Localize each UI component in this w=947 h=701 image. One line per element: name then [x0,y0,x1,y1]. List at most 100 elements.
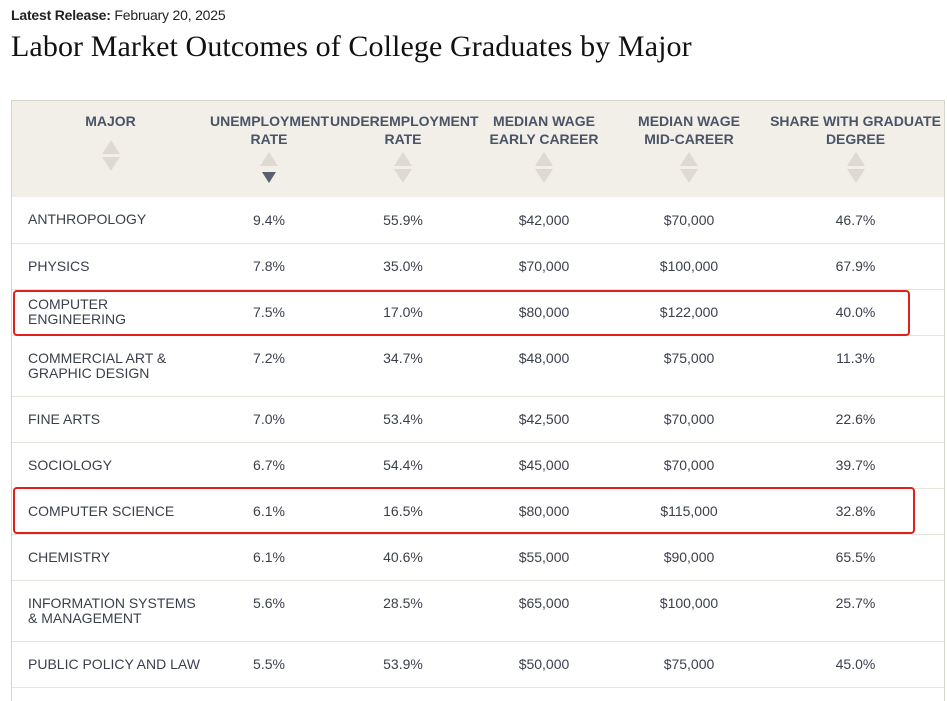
cell-wage-early: $55,000 [477,534,611,581]
column-header-label: UNEMPLOYMENT [210,113,329,129]
cell-underemployment: 16.5% [329,488,477,535]
cell-wage-early: $45,000 [477,442,611,489]
cell-wage-mid: $70,000 [611,197,767,244]
cell-underemployment: 40.6% [329,534,477,581]
cell-grad-share: 32.8% [767,488,944,535]
table-row: ANTHROPOLOGY 9.4% 55.9% $42,000 $70,000 … [12,197,944,244]
column-header-label: MEDIAN WAGE [493,113,595,129]
column-header-major[interactable]: MAJOR [12,101,209,197]
column-header-label: MAJOR [85,113,136,129]
cell-wage-mid: $100,000 [611,580,767,642]
cell-wage-early: $42,500 [477,396,611,443]
sort-control[interactable] [330,152,476,183]
column-header-graduate-degree-share[interactable]: SHARE WITH GRADUATE DEGREE [767,101,944,197]
sort-descending-active-icon[interactable] [262,172,276,183]
sort-ascending-icon[interactable] [394,152,412,166]
sort-control[interactable] [478,152,610,183]
cell-unemployment: 6.1% [209,488,329,535]
sort-ascending-icon[interactable] [846,152,865,166]
cell-wage-mid: $70,000 [611,396,767,443]
column-header-label: DEGREE [825,131,886,147]
cell-unemployment: 9.4% [209,197,329,244]
cell-major: COMMERCIAL ART & GRAPHIC DESIGN [12,335,209,397]
cell-major: PHYSICS [12,243,209,290]
column-header-median-wage-mid[interactable]: MEDIAN WAGE MID-CAREER [611,101,767,197]
cell-wage-mid: $70,000 [611,442,767,489]
cell-unemployment: 5.5% [209,641,329,688]
column-header-label: MID-CAREER [644,131,734,147]
column-header-label: SHARE WITH GRADUATE [770,113,941,129]
cell-wage-mid: $90,000 [611,534,767,581]
column-header-label: EARLY CAREER [489,131,599,147]
release-date: February 20, 2025 [114,7,226,23]
table-row: PHYSICS 7.8% 35.0% $70,000 $100,000 67.9… [12,243,944,290]
cell-unemployment: 7.8% [209,243,329,290]
cell-unemployment: 5.6% [209,580,329,642]
release-label: Latest Release: [11,7,111,23]
cell-wage-early: $80,000 [477,289,611,336]
cell-unemployment: 6.1% [209,534,329,581]
table-row: CHEMISTRY 6.1% 40.6% $55,000 $90,000 65.… [12,534,944,581]
table-row: INFORMATION SYSTEMS & MANAGEMENT 5.6% 28… [12,580,944,642]
sort-descending-icon[interactable] [680,169,698,183]
outcomes-table: MAJOR UNEMPLOYMENT RATE UNDEREMPLOYMEN [12,101,944,688]
cell-grad-share: 45.0% [767,641,944,688]
cell-wage-early: $65,000 [477,580,611,642]
cell-underemployment: 54.4% [329,442,477,489]
cell-major: INFORMATION SYSTEMS & MANAGEMENT [12,580,209,642]
sort-ascending-icon[interactable] [260,152,278,166]
cell-underemployment: 34.7% [329,335,477,397]
cell-unemployment: 6.7% [209,442,329,489]
sort-descending-icon[interactable] [846,169,865,183]
sort-control[interactable] [612,152,766,183]
cell-underemployment: 53.9% [329,641,477,688]
cell-underemployment: 28.5% [329,580,477,642]
sort-descending-icon[interactable] [535,169,553,183]
cell-grad-share: 67.9% [767,243,944,290]
latest-release: Latest Release: February 20, 2025 [11,7,226,23]
cell-underemployment: 53.4% [329,396,477,443]
cell-wage-early: $70,000 [477,243,611,290]
cell-underemployment: 55.9% [329,197,477,244]
cell-wage-mid: $75,000 [611,641,767,688]
page-title: Labor Market Outcomes of College Graduat… [11,30,692,63]
cell-major: SOCIOLOGY [12,442,209,489]
cell-wage-early: $50,000 [477,641,611,688]
cell-underemployment: 35.0% [329,243,477,290]
sort-ascending-icon[interactable] [101,140,120,154]
sort-control[interactable] [210,152,328,183]
cell-grad-share: 22.6% [767,396,944,443]
cell-wage-mid: $75,000 [611,335,767,397]
sort-descending-icon[interactable] [394,169,412,183]
column-header-underemployment-rate[interactable]: UNDEREMPLOYMENT RATE [329,101,479,197]
sort-control[interactable] [768,152,943,183]
cell-wage-early: $80,000 [477,488,611,535]
sort-ascending-icon[interactable] [680,152,698,166]
cell-grad-share: 46.7% [767,197,944,244]
cell-grad-share: 40.0% [767,289,944,336]
cell-wage-mid: $100,000 [611,243,767,290]
table-row: FINE ARTS 7.0% 53.4% $42,500 $70,000 22.… [12,396,944,443]
cell-wage-early: $48,000 [477,335,611,397]
cell-major: CHEMISTRY [12,534,209,581]
cell-unemployment: 7.2% [209,335,329,397]
cell-grad-share: 11.3% [767,335,944,397]
cell-major: ANTHROPOLOGY [12,197,209,244]
cell-major: COMPUTER SCIENCE [12,488,209,535]
cell-grad-share: 65.5% [767,534,944,581]
column-header-label: RATE [384,131,422,147]
cell-major: FINE ARTS [12,396,209,443]
table-row: SOCIOLOGY 6.7% 54.4% $45,000 $70,000 39.… [12,442,944,489]
sort-descending-icon[interactable] [101,157,120,171]
cell-wage-mid: $122,000 [611,289,767,336]
cell-grad-share: 25.7% [767,580,944,642]
cell-wage-early: $42,000 [477,197,611,244]
sort-control[interactable] [13,140,208,171]
column-header-median-wage-early[interactable]: MEDIAN WAGE EARLY CAREER [477,101,611,197]
cell-major: PUBLIC POLICY AND LAW [12,641,209,688]
sort-ascending-icon[interactable] [535,152,553,166]
table-row: PUBLIC POLICY AND LAW 5.5% 53.9% $50,000… [12,641,944,688]
column-header-label: RATE [250,131,288,147]
cell-wage-mid: $115,000 [611,488,767,535]
column-header-unemployment-rate[interactable]: UNEMPLOYMENT RATE [209,101,329,197]
